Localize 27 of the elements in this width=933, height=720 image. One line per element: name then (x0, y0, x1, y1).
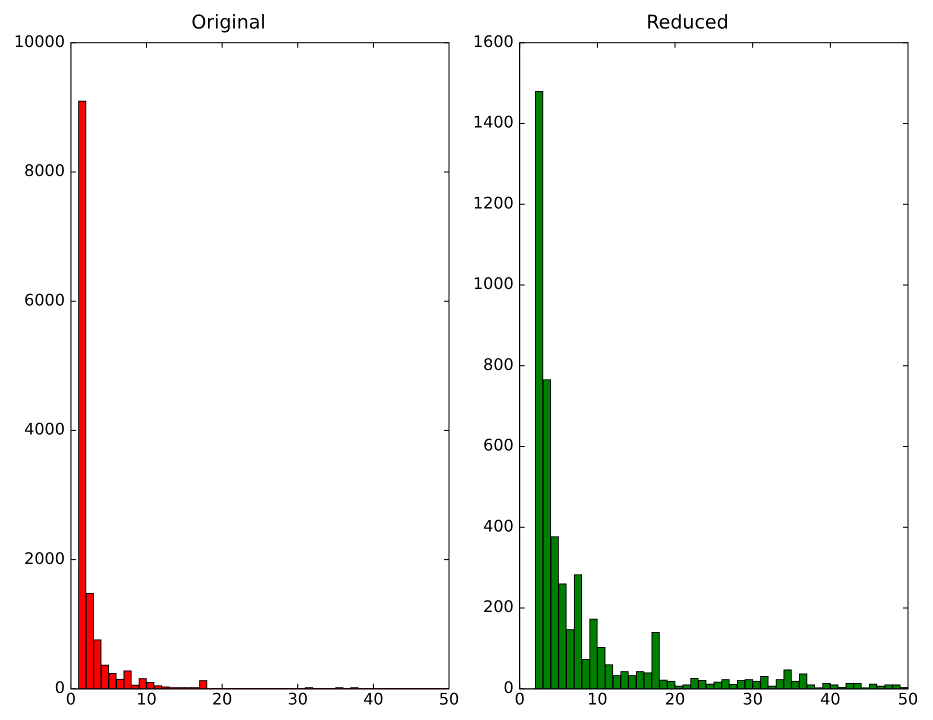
x-tick-label: 50 (438, 690, 460, 709)
y-tick-label: 1400 (473, 112, 514, 132)
x-tick-label: 10 (587, 690, 608, 709)
y-tick-label: 200 (483, 597, 514, 616)
y-tick-label: 8000 (24, 161, 65, 180)
y-tick-label: 400 (483, 516, 514, 536)
chart-title: Original (191, 11, 266, 34)
x-tick-label: 10 (136, 690, 157, 709)
y-tick-label: 800 (483, 354, 514, 374)
y-tick-label: 0 (54, 678, 65, 697)
x-tick-label: 40 (820, 690, 841, 709)
y-tick-label: 10000 (14, 32, 65, 51)
y-tick-label: 6000 (24, 290, 65, 310)
x-tick-label: 30 (288, 690, 308, 709)
y-tick-label: 0 (504, 678, 514, 697)
x-tick-label: 40 (363, 690, 384, 709)
x-tick-label: 50 (898, 690, 918, 709)
x-tick-label: 20 (664, 690, 686, 709)
x-tick-label: 30 (742, 690, 763, 709)
y-tick-label: 1000 (473, 274, 514, 294)
y-tick-label: 2000 (24, 548, 65, 568)
y-tick-label: 600 (483, 436, 514, 455)
x-tick-label: 20 (212, 690, 232, 709)
y-tick-label: 4000 (24, 420, 65, 439)
y-tick-label: 1200 (473, 193, 514, 212)
chart-title: Reduced (646, 11, 729, 34)
y-tick-label: 1600 (473, 32, 514, 51)
